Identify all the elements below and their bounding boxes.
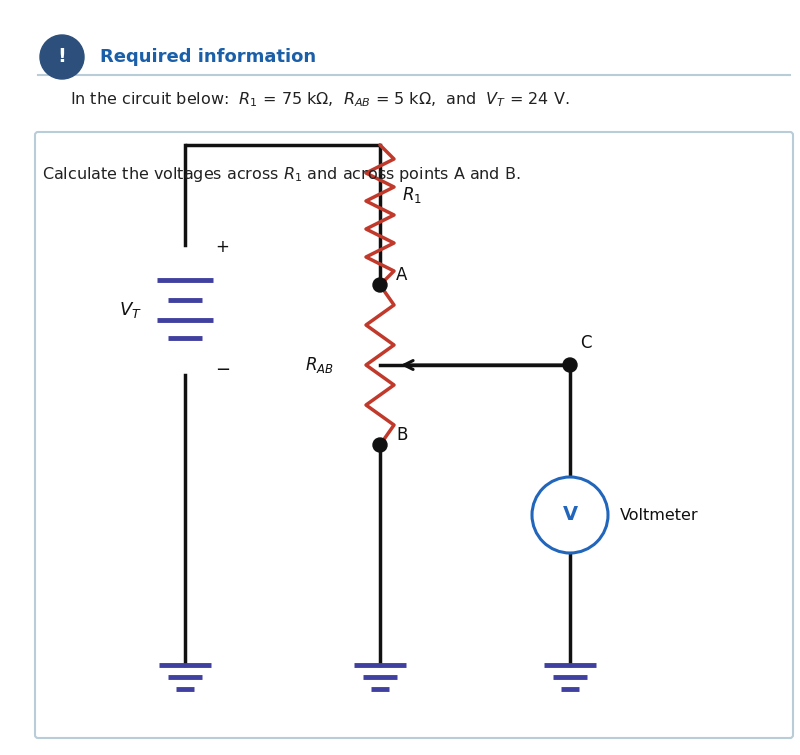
Text: C: C <box>580 334 591 352</box>
Text: B: B <box>396 426 407 444</box>
Circle shape <box>532 477 608 553</box>
Text: Voltmeter: Voltmeter <box>620 507 698 522</box>
Text: V: V <box>562 506 578 525</box>
Text: $R_1$: $R_1$ <box>402 185 422 205</box>
Circle shape <box>373 278 387 292</box>
Text: In the circuit below:  $R_1$ = 75 k$\Omega$,  $R_{AB}$ = 5 k$\Omega$,  and  $V_T: In the circuit below: $R_1$ = 75 k$\Omeg… <box>70 91 570 109</box>
Text: +: + <box>215 238 229 256</box>
Text: Required information: Required information <box>100 48 316 66</box>
FancyBboxPatch shape <box>35 132 793 738</box>
Circle shape <box>373 438 387 452</box>
Text: −: − <box>215 361 230 379</box>
Text: $V_T$: $V_T$ <box>118 300 142 320</box>
Text: !: ! <box>58 48 66 66</box>
Circle shape <box>563 358 577 372</box>
Text: $R_{AB}$: $R_{AB}$ <box>305 355 334 375</box>
Text: Calculate the voltages across $R_1$ and across points A and B.: Calculate the voltages across $R_1$ and … <box>42 165 521 184</box>
Text: A: A <box>396 266 407 284</box>
Circle shape <box>40 35 84 79</box>
